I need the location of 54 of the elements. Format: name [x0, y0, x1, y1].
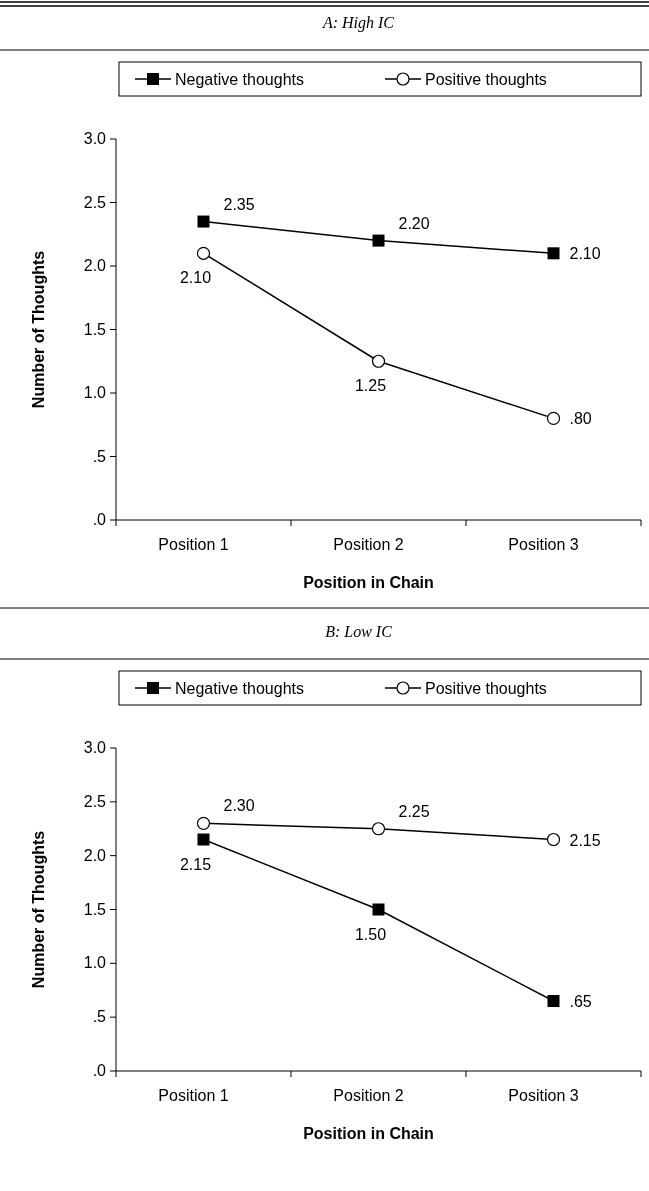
data-label: 2.15	[179, 855, 212, 873]
chart-title: B: Low IC	[325, 623, 393, 640]
point	[547, 995, 560, 1008]
y-tick-label: .0	[92, 1062, 107, 1079]
y-tick-label: 1.5	[83, 320, 107, 338]
point	[196, 246, 211, 260]
y-tick-label: 2.0	[83, 257, 107, 274]
legend-label: Positive thoughts	[425, 680, 547, 697]
x-tick-label: Position 2	[333, 1087, 404, 1104]
y-tick-label: 1.0	[83, 954, 107, 972]
point	[546, 832, 561, 847]
y-tick-label: 3.0	[83, 739, 107, 756]
point	[371, 822, 386, 836]
data-label: 2.20	[398, 214, 430, 232]
y-tick-label: 2.5	[83, 792, 107, 810]
x-tick-label: Position 2	[333, 536, 404, 553]
data-label: .65	[569, 993, 592, 1011]
x-tick-label: Position 3	[508, 536, 579, 553]
data-label: .80	[569, 410, 592, 428]
point	[197, 833, 210, 846]
point	[197, 215, 210, 228]
data-label: 2.25	[398, 802, 430, 820]
legend-label: Negative thoughts	[175, 680, 304, 697]
data-label: 2.30	[223, 797, 255, 815]
point	[546, 411, 561, 425]
data-label: 1.50	[354, 925, 387, 943]
x-tick-label: Position 1	[158, 536, 229, 553]
y-tick-label: 1.5	[83, 900, 107, 918]
point	[372, 903, 385, 916]
y-tick-label: 1.0	[83, 384, 107, 401]
x-axis-title: Position in Chain	[303, 574, 434, 591]
y-axis-title: Number of Thoughts	[30, 250, 47, 409]
point	[547, 247, 560, 260]
x-tick-label: Position 3	[508, 1087, 579, 1104]
x-axis-title: Position in Chain	[303, 1125, 434, 1142]
chart-title: A: High IC	[321, 14, 395, 32]
y-tick-label: .5	[92, 1008, 107, 1026]
point	[372, 234, 385, 247]
x-tick-label: Position 1	[158, 1087, 229, 1104]
data-label: 1.25	[354, 377, 387, 395]
y-tick-label: 2.5	[83, 193, 107, 211]
point	[371, 354, 386, 368]
point	[196, 816, 211, 830]
data-label: 2.15	[569, 831, 601, 849]
y-tick-label: .5	[92, 447, 107, 465]
data-label: 2.10	[179, 269, 212, 287]
y-tick-label: .0	[92, 511, 107, 528]
y-tick-label: 2.0	[83, 846, 107, 864]
data-label: 2.35	[223, 195, 255, 213]
y-axis-title: Number of Thoughts	[30, 830, 47, 989]
y-tick-label: 3.0	[83, 130, 107, 147]
data-label: 2.10	[569, 245, 601, 263]
legend-label: Negative thoughts	[175, 71, 304, 88]
legend-label: Positive thoughts	[425, 71, 547, 88]
